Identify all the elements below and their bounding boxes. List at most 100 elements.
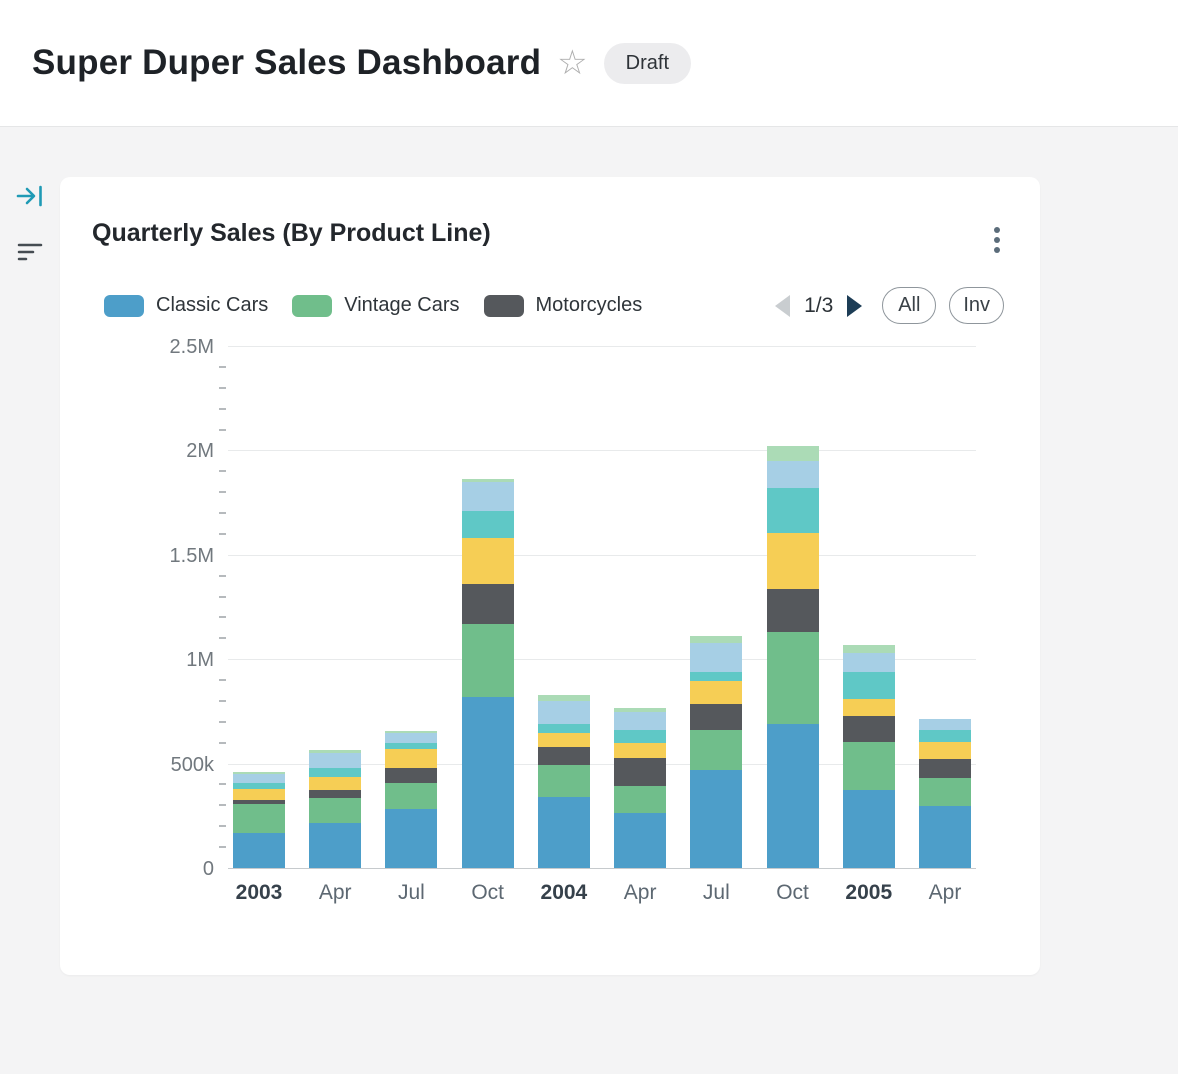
bar-1-apr[interactable] <box>309 750 362 868</box>
bar-segment[interactable] <box>385 731 438 734</box>
bar-segment[interactable] <box>690 681 743 705</box>
bar-segment[interactable] <box>842 644 895 653</box>
chart-plot <box>219 346 976 869</box>
bar-segment[interactable] <box>233 832 285 868</box>
bar-segment[interactable] <box>766 460 819 489</box>
bar-segment[interactable] <box>766 532 819 590</box>
bar-segment[interactable] <box>766 589 819 633</box>
bar-segment[interactable] <box>614 708 667 713</box>
expand-panel-icon[interactable] <box>10 177 50 215</box>
star-icon[interactable]: ☆ <box>557 44 588 82</box>
bar-segment[interactable] <box>537 733 590 747</box>
bar-0-2003[interactable] <box>233 772 285 868</box>
kebab-menu-icon[interactable] <box>988 221 1006 259</box>
bar-4-2004[interactable] <box>537 694 590 868</box>
y-minor-tick <box>219 595 226 598</box>
all-button[interactable]: All <box>882 287 937 324</box>
y-minor-tick <box>219 365 226 368</box>
chart: 0 500k 1M 1.5M 2M 2.5M 2003 Apr Jul Oct 2004 Apr Ju… <box>60 337 1040 927</box>
bar-segment[interactable] <box>842 671 895 699</box>
bar-segment[interactable] <box>690 704 743 731</box>
bar-segment[interactable] <box>537 746 590 765</box>
bar-3-oct[interactable] <box>461 478 514 868</box>
kebab-dot <box>994 247 1000 253</box>
bar-segment[interactable] <box>309 777 362 790</box>
bar-segment[interactable] <box>614 785 667 813</box>
bar-segment[interactable] <box>842 715 895 742</box>
bar-segment[interactable] <box>919 718 971 731</box>
bar-segment[interactable] <box>309 789 362 799</box>
bar-segment[interactable] <box>537 723 590 734</box>
bar-segment[interactable] <box>690 642 743 672</box>
bar-segment[interactable] <box>537 764 590 798</box>
bar-segment[interactable] <box>385 749 438 768</box>
bar-segment[interactable] <box>309 767 362 778</box>
bar-segment[interactable] <box>233 804 285 833</box>
bar-segment[interactable] <box>385 808 438 868</box>
bar-segment[interactable] <box>919 759 971 779</box>
bar-segment[interactable] <box>461 623 514 697</box>
bar-segment[interactable] <box>309 753 362 768</box>
filter-icon[interactable] <box>10 233 50 271</box>
bar-segment[interactable] <box>461 696 514 868</box>
bar-segment[interactable] <box>385 767 438 784</box>
prev-page-icon[interactable] <box>775 294 791 317</box>
bar-segment[interactable] <box>385 742 438 750</box>
bar-segment[interactable] <box>385 733 438 743</box>
bar-segment[interactable] <box>690 636 743 643</box>
bar-segment[interactable] <box>690 769 743 868</box>
legend-item-classic-cars[interactable]: Classic Cars <box>104 294 268 317</box>
bar-segment[interactable] <box>766 723 819 868</box>
y-minor-tick <box>219 825 226 828</box>
next-page-icon[interactable] <box>847 294 863 317</box>
bar-segment[interactable] <box>766 632 819 724</box>
legend-item-vintage-cars[interactable]: Vintage Cars <box>292 294 460 317</box>
y-minor-tick <box>219 428 226 431</box>
bar-segment[interactable] <box>233 783 285 789</box>
bar-segment[interactable] <box>842 789 895 868</box>
bar-segment[interactable] <box>919 741 971 760</box>
bar-segment[interactable] <box>233 800 285 805</box>
bar-segment[interactable] <box>233 774 285 784</box>
bar-segment[interactable] <box>614 712 667 731</box>
bar-segment[interactable] <box>385 783 438 809</box>
bar-segment[interactable] <box>842 652 895 672</box>
bar-segment[interactable] <box>766 446 819 461</box>
bar-segment[interactable] <box>690 730 743 770</box>
bar-segment[interactable] <box>614 758 667 786</box>
bar-2-jul[interactable] <box>385 731 438 868</box>
bar-9-apr[interactable] <box>919 718 971 868</box>
bar-segment[interactable] <box>461 538 514 585</box>
bar-segment[interactable] <box>537 694 590 702</box>
bar-segment[interactable] <box>690 671 743 682</box>
bar-segment[interactable] <box>537 797 590 868</box>
bar-segment[interactable] <box>614 730 667 743</box>
bar-segment[interactable] <box>537 701 590 724</box>
bar-segment[interactable] <box>842 741 895 790</box>
bar-segment[interactable] <box>233 788 285 801</box>
bar-segment[interactable] <box>309 823 362 868</box>
x-tick-label: Apr <box>928 881 962 904</box>
bar-segment[interactable] <box>842 698 895 716</box>
bar-segment[interactable] <box>461 481 514 511</box>
bar-5-apr[interactable] <box>614 708 667 868</box>
y-minor-tick <box>219 532 226 535</box>
bar-segment[interactable] <box>919 778 971 807</box>
bar-8-2005[interactable] <box>842 644 895 868</box>
bar-6-jul[interactable] <box>690 636 743 868</box>
bar-segment[interactable] <box>309 798 362 824</box>
bar-segment[interactable] <box>919 730 971 742</box>
x-tick-label: Oct <box>471 881 504 904</box>
bar-segment[interactable] <box>233 772 285 775</box>
legend-item-motorcycles[interactable]: Motorcycles <box>483 294 642 317</box>
bar-segment[interactable] <box>309 750 362 754</box>
bar-segment[interactable] <box>461 584 514 624</box>
bar-segment[interactable] <box>919 806 971 868</box>
bar-segment[interactable] <box>614 742 667 759</box>
bar-7-oct[interactable] <box>766 446 819 868</box>
bar-segment[interactable] <box>766 488 819 533</box>
bar-segment[interactable] <box>461 510 514 539</box>
bar-segment[interactable] <box>461 478 514 482</box>
inv-button[interactable]: Inv <box>949 287 1004 324</box>
bar-segment[interactable] <box>614 812 667 868</box>
